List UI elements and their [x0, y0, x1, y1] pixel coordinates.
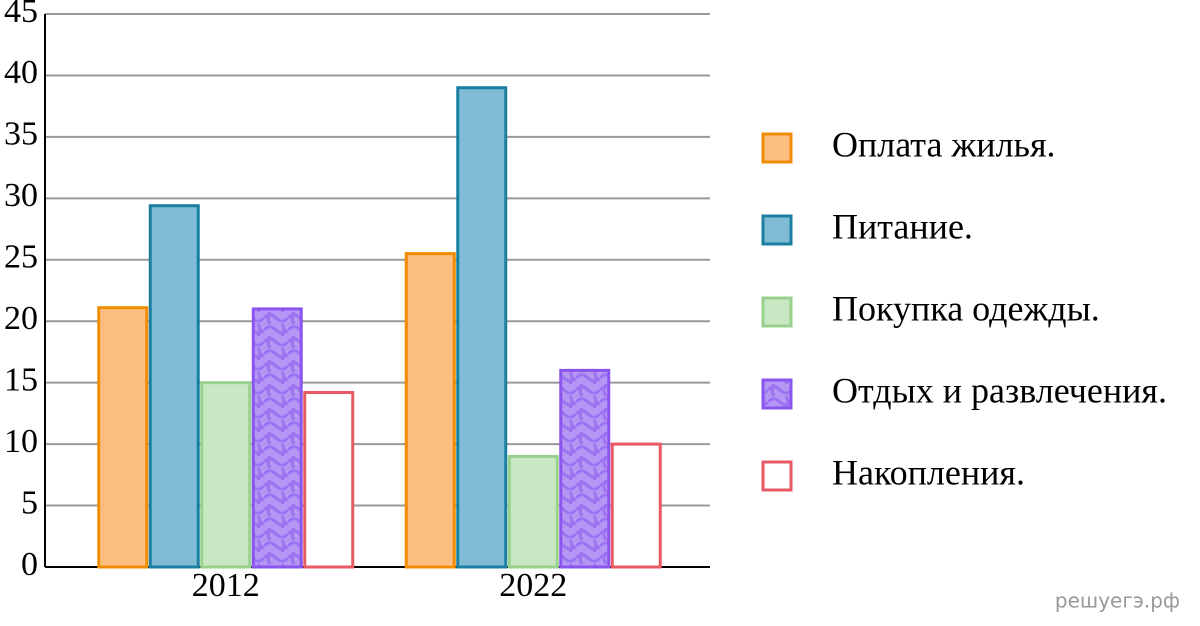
- y-tick-label: 5: [21, 484, 38, 521]
- bar: [610, 442, 662, 569]
- bar: [251, 307, 303, 569]
- legend-swatch: [761, 214, 793, 246]
- y-tick-label: 15: [4, 361, 38, 398]
- legend-label: Отдых и развлечения.: [832, 370, 1167, 410]
- y-tick-label: 30: [4, 177, 38, 214]
- y-tick-label: 10: [4, 423, 38, 460]
- bar: [200, 381, 252, 569]
- legend-label: Питание.: [832, 206, 973, 246]
- y-tick-label: 0: [21, 546, 38, 583]
- bar: [456, 86, 508, 569]
- bar: [404, 252, 456, 569]
- legend-label: Накопления.: [832, 452, 1025, 492]
- bar: [303, 390, 355, 569]
- bar: [97, 306, 149, 569]
- y-tick-label: 45: [4, 0, 38, 30]
- legend-swatch: [761, 296, 793, 328]
- x-tick-label: 2012: [192, 567, 260, 604]
- bar: [148, 204, 200, 569]
- y-tick-label: 35: [4, 116, 38, 153]
- y-tick-label: 25: [4, 239, 38, 276]
- bar: [507, 454, 559, 569]
- bar: [559, 368, 611, 569]
- legend-label: Оплата жилья.: [832, 124, 1056, 164]
- watermark: решуегэ.рф: [1055, 589, 1180, 613]
- legend-label: Покупка одежды.: [832, 288, 1100, 328]
- y-tick-label: 20: [4, 300, 38, 337]
- legend-swatch: [761, 378, 793, 410]
- legend-swatch: [761, 460, 793, 492]
- y-tick-label: 40: [4, 54, 38, 91]
- x-tick-label: 2022: [499, 567, 567, 604]
- legend-swatch: [761, 132, 793, 164]
